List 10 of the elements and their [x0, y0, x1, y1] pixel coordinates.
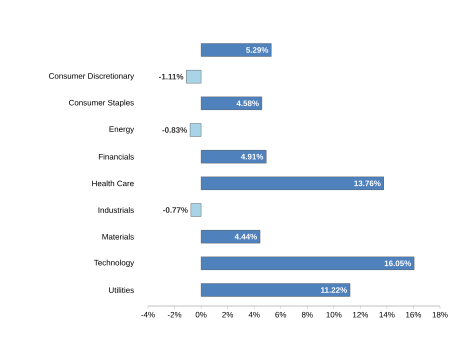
bar: [200, 176, 384, 190]
bar: [190, 123, 202, 137]
bar: [200, 96, 262, 110]
bar: [190, 203, 202, 217]
bar: [200, 230, 260, 244]
bar: [200, 150, 266, 164]
bar: [200, 283, 350, 297]
bar: [200, 43, 272, 57]
bar: [200, 256, 414, 270]
bar: [186, 70, 202, 84]
